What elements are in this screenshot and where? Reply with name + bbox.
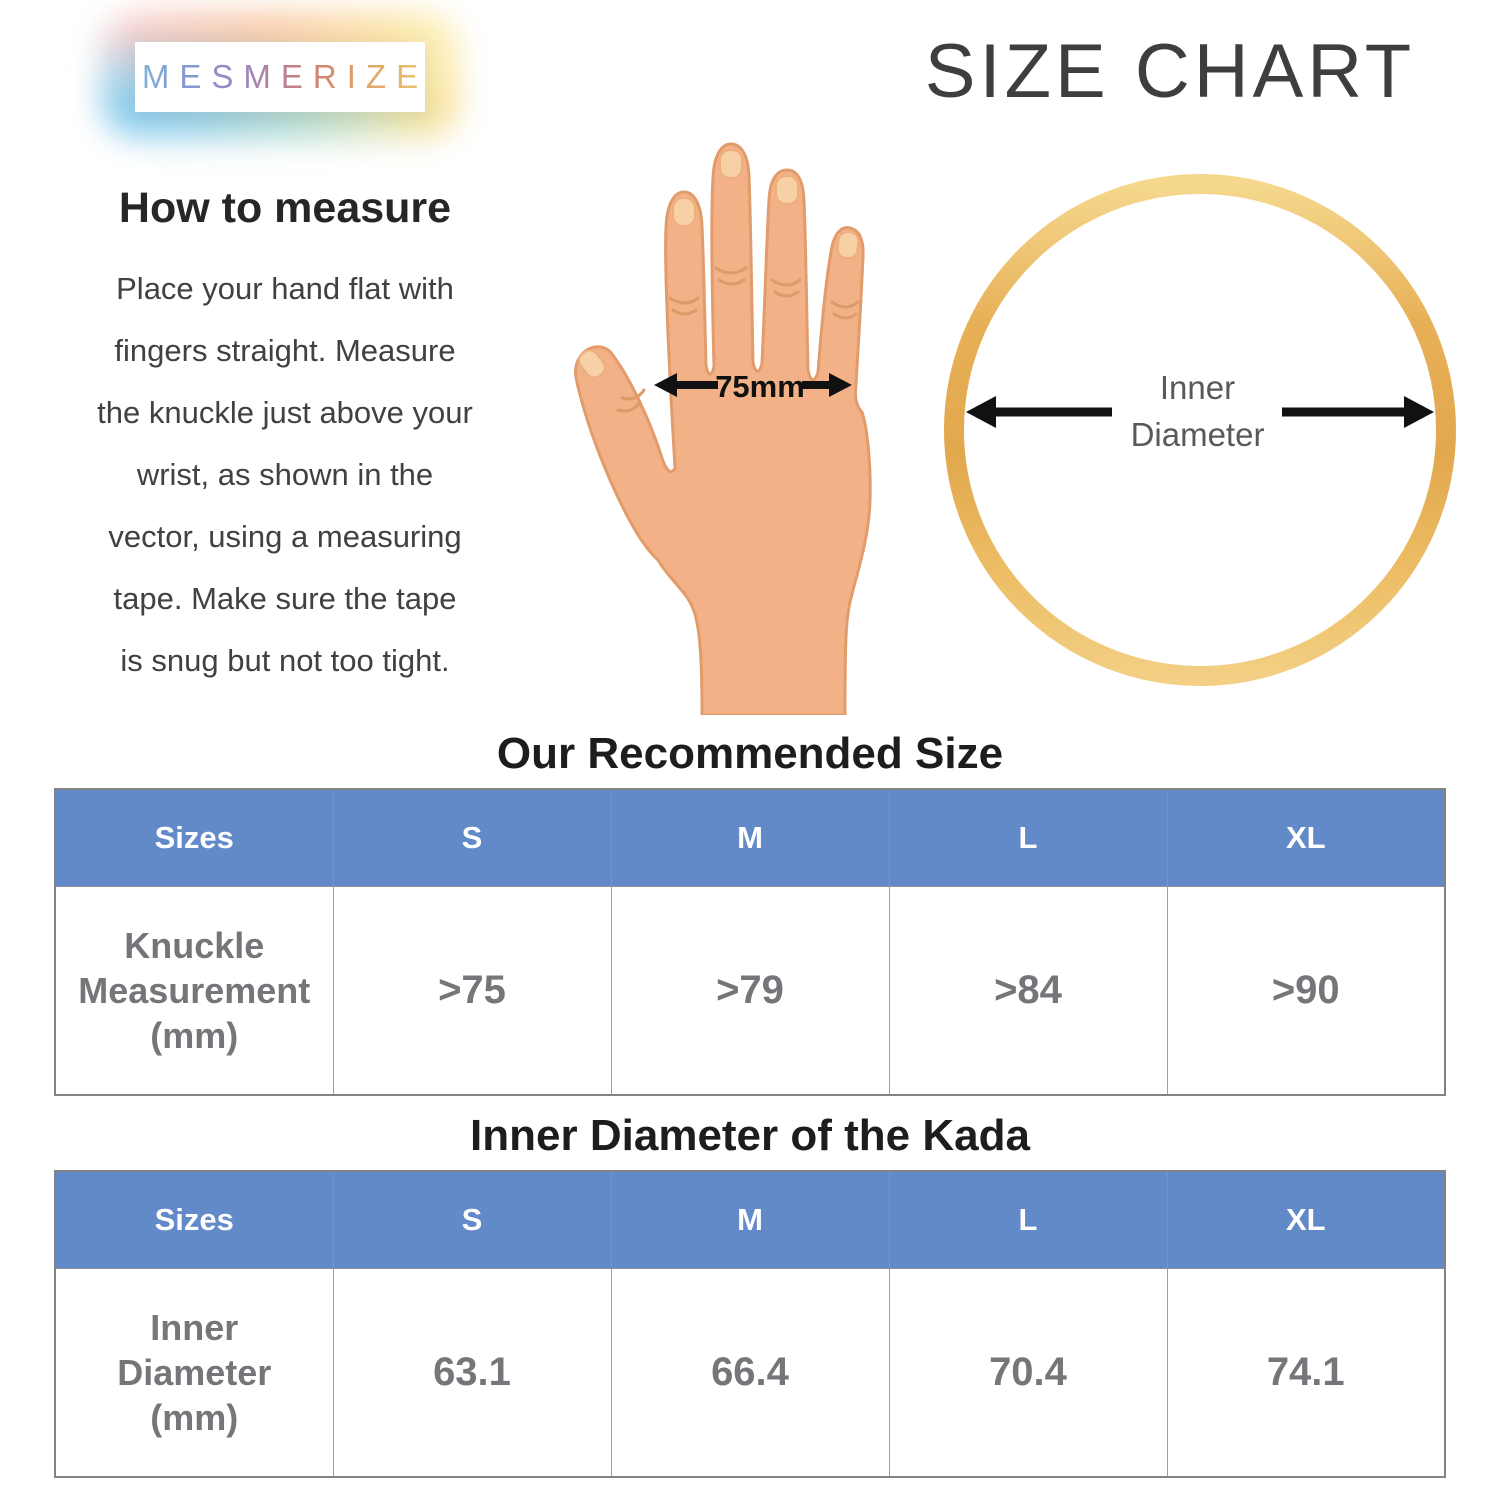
knuckle-row-label: Knuckle Measurement (mm) [54, 886, 334, 1096]
hand-icon: 75mm [574, 142, 872, 715]
inner-diameter-label: Inner Diameter [1130, 369, 1265, 453]
table-header-row: Sizes S M L XL [54, 788, 1446, 887]
header-xl: XL [1166, 788, 1446, 887]
inner-diameter-title: Inner Diameter of the Kada [470, 1111, 1030, 1160]
page-title: SIZE CHART [924, 29, 1416, 114]
hand-illustration: 75mm [574, 142, 872, 715]
diameter-value-s: 63.1 [332, 1268, 612, 1478]
recommended-size-table: Sizes S M L XL Knuckle Measurement (mm) … [54, 788, 1446, 1096]
header-s: S [332, 1170, 612, 1269]
diameter-value-m: 66.4 [610, 1268, 890, 1478]
knuckle-value-xl: >90 [1166, 886, 1446, 1096]
table-row: Inner Diameter (mm) 63.1 66.4 70.4 74.1 [54, 1268, 1446, 1478]
header-m: M [610, 788, 890, 887]
thumb-nail [578, 349, 606, 379]
bangle-illustration [944, 174, 1456, 686]
brand-logo-text: MESMERIZE [132, 58, 428, 96]
header-sizes: Sizes [54, 788, 334, 887]
diameter-value-l: 70.4 [888, 1268, 1168, 1478]
index-nail [672, 197, 696, 227]
header-l: L [888, 788, 1168, 887]
how-to-measure-text: Place your hand flat with fingers straig… [97, 271, 473, 678]
knuckle-value-s: >75 [332, 886, 612, 1096]
ring-nail [775, 175, 799, 205]
pinky-nail [836, 230, 860, 260]
gold-kada-ring [944, 174, 1456, 686]
table-header-row: Sizes S M L XL [54, 1170, 1446, 1269]
header-l: L [888, 1170, 1168, 1269]
knuckle-value-l: >84 [888, 886, 1168, 1096]
inner-diameter-table: Sizes S M L XL Inner Diameter (mm) 63.1 … [54, 1170, 1446, 1478]
inner-diameter-arrow [966, 396, 1434, 428]
knuckle-measure-arrow: 75mm [654, 369, 852, 404]
diameter-value-xl: 74.1 [1166, 1268, 1446, 1478]
recommended-size-title: Our Recommended Size [496, 729, 1004, 778]
diameter-row-label: Inner Diameter (mm) [54, 1268, 334, 1478]
middle-nail [719, 149, 743, 179]
table-row: Knuckle Measurement (mm) >75 >79 >84 >90 [54, 886, 1446, 1096]
header-xl: XL [1166, 1170, 1446, 1269]
header-sizes: Sizes [54, 1170, 334, 1269]
knuckle-measure-label: 75mm [715, 369, 805, 404]
header-m: M [610, 1170, 890, 1269]
header-s: S [332, 788, 612, 887]
how-to-measure-heading: How to measure [118, 184, 452, 232]
knuckle-value-m: >79 [610, 886, 890, 1096]
brand-logo: MESMERIZE [135, 42, 425, 112]
